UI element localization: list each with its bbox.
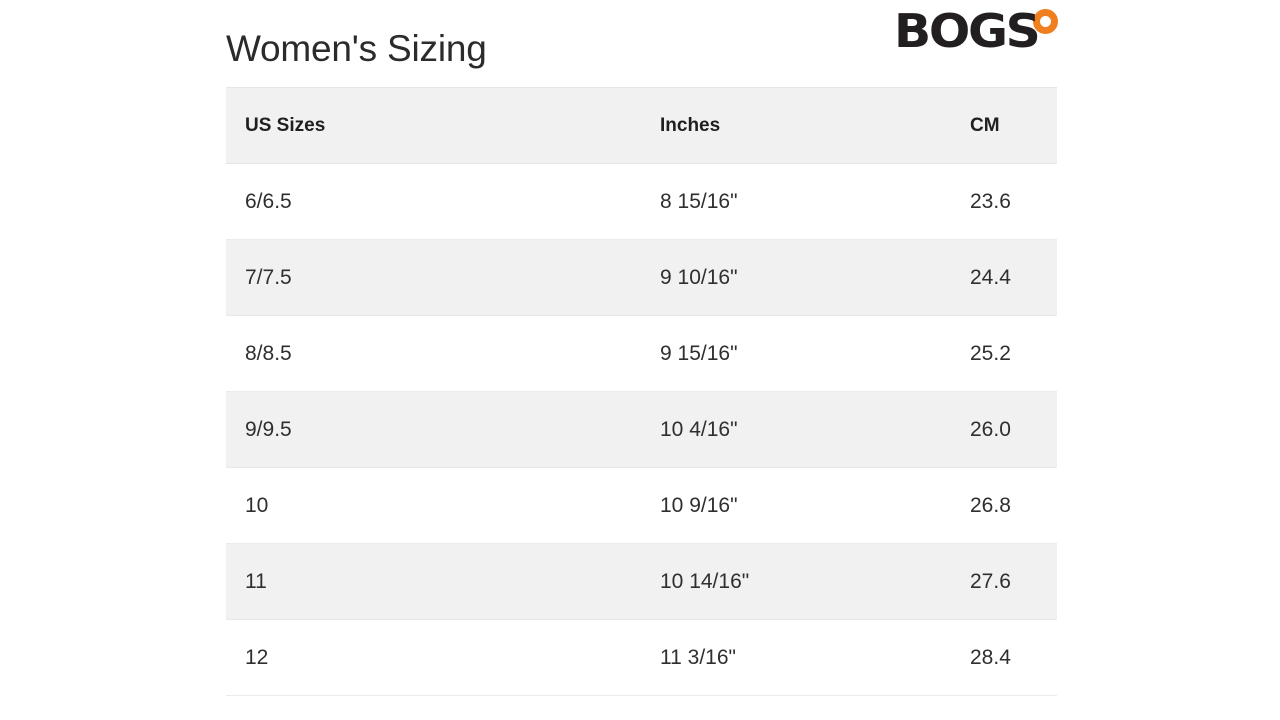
degree-ring-icon — [1033, 9, 1058, 34]
cell-inches: 10 14/16" — [641, 543, 951, 620]
table-row: 7/7.5 9 10/16" 24.4 — [226, 239, 1057, 316]
cell-cm: 25.2 — [951, 315, 1057, 392]
table-header-row: US Sizes Inches CM — [226, 87, 1057, 164]
cell-inches: 11 3/16" — [641, 619, 951, 696]
page-title: Women's Sizing — [226, 28, 487, 69]
table-row: 11 10 14/16" 27.6 — [226, 543, 1057, 620]
cell-us-size: 6/6.5 — [226, 163, 641, 240]
cell-us-size: 12 — [226, 619, 641, 696]
table-row: 9/9.5 10 4/16" 26.0 — [226, 391, 1057, 468]
cell-inches: 9 10/16" — [641, 239, 951, 316]
table-row: 10 10 9/16" 26.8 — [226, 467, 1057, 544]
cell-us-size: 11 — [226, 543, 641, 620]
cell-inches: 10 4/16" — [641, 391, 951, 468]
table-row: 6/6.5 8 15/16" 23.6 — [226, 163, 1057, 240]
cell-us-size: 8/8.5 — [226, 315, 641, 392]
sizing-table: US Sizes Inches CM 6/6.5 8 15/16" 23.6 7… — [226, 87, 1057, 696]
bogs-logo: BOGS — [894, 8, 1058, 54]
cell-us-size: 10 — [226, 467, 641, 544]
cell-cm: 26.8 — [951, 467, 1057, 544]
column-header-cm: CM — [951, 87, 1057, 164]
table-body: 6/6.5 8 15/16" 23.6 7/7.5 9 10/16" 24.4 … — [226, 163, 1057, 696]
column-header-us-sizes: US Sizes — [226, 87, 641, 164]
column-header-inches: Inches — [641, 87, 951, 164]
cell-cm: 26.0 — [951, 391, 1057, 468]
cell-inches: 9 15/16" — [641, 315, 951, 392]
cell-cm: 23.6 — [951, 163, 1057, 240]
bogs-wordmark: BOGS — [893, 4, 1041, 58]
page-header: Women's Sizing BOGS — [226, 0, 1058, 87]
cell-cm: 24.4 — [951, 239, 1057, 316]
cell-cm: 28.4 — [951, 619, 1057, 696]
table-row: 8/8.5 9 15/16" 25.2 — [226, 315, 1057, 392]
cell-cm: 27.6 — [951, 543, 1057, 620]
cell-inches: 10 9/16" — [641, 467, 951, 544]
table-row: 12 11 3/16" 28.4 — [226, 619, 1057, 696]
cell-inches: 8 15/16" — [641, 163, 951, 240]
cell-us-size: 9/9.5 — [226, 391, 641, 468]
table-header: US Sizes Inches CM — [226, 87, 1057, 164]
cell-us-size: 7/7.5 — [226, 239, 641, 316]
